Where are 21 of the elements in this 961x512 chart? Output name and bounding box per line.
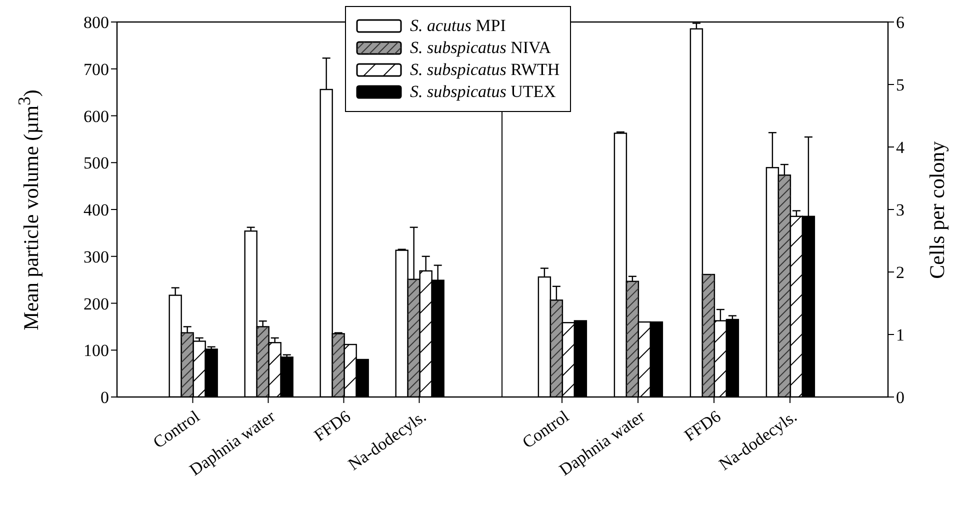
y-tick-label: 0 — [896, 388, 904, 408]
y-tick-label: 200 — [84, 294, 109, 314]
legend-label: S. subspicatus UTEX — [410, 81, 556, 103]
y-tick-label: 1 — [896, 326, 904, 345]
legend-label: S. acutus MPI — [410, 15, 506, 37]
y-tick-label: 800 — [84, 13, 109, 32]
y-tick-label: 0 — [100, 388, 109, 408]
y-tick-label: 6 — [896, 13, 904, 32]
y-tick-label: 700 — [84, 60, 109, 79]
y-tick-label: 600 — [84, 106, 109, 126]
y-tick-label: 2 — [896, 263, 904, 282]
y-tick-label: 300 — [84, 247, 109, 266]
y-tick-label: 400 — [84, 200, 109, 220]
y-tick-label: 5 — [896, 76, 904, 95]
y-tick-label: 4 — [896, 138, 905, 158]
y-tick-label: 100 — [84, 341, 109, 360]
y-tick-label: 500 — [84, 154, 109, 173]
legend-label: S. subspicatus NIVA — [410, 37, 551, 59]
y-tick-label: 3 — [896, 200, 904, 220]
legend-label: S. subspicatus RWTH — [410, 59, 560, 81]
y-axis-title: Cells per colony — [924, 140, 950, 281]
